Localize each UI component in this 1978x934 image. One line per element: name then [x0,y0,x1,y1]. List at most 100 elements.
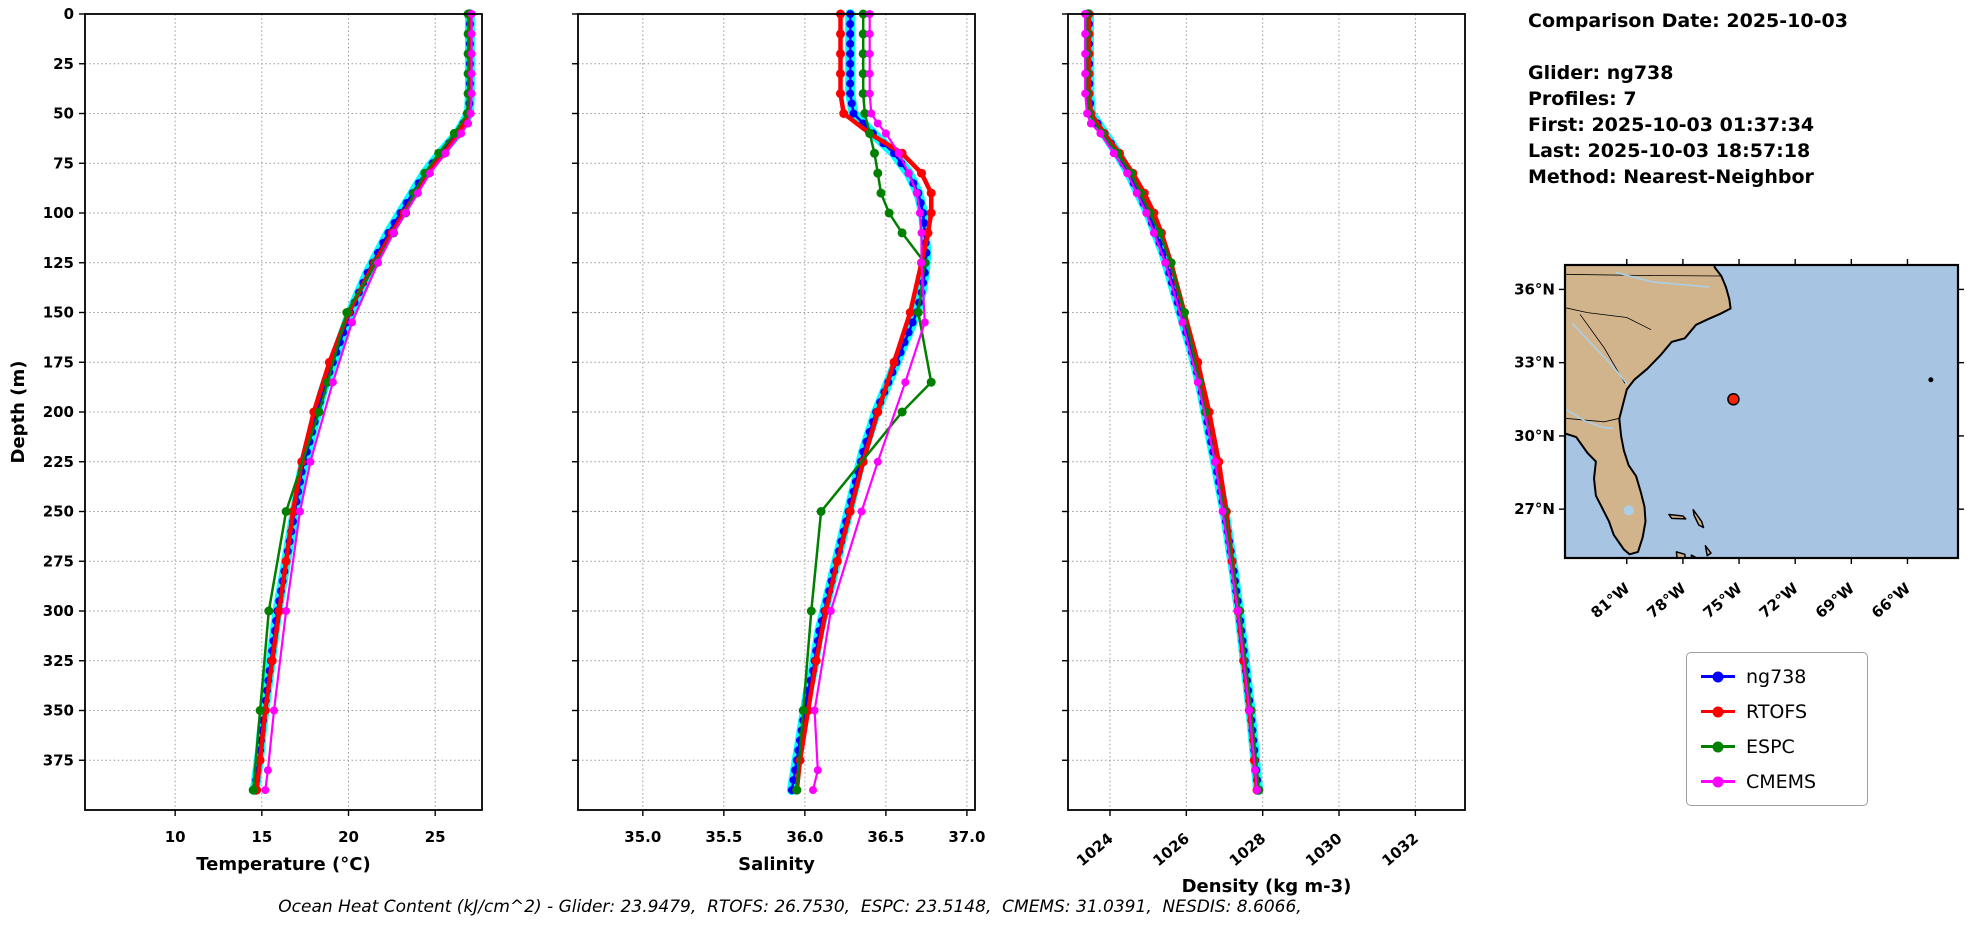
legend-item-rtofs: RTOFS [1701,698,1853,725]
ng738-marker [846,69,855,78]
ESPC-marker [816,507,826,516]
CMEMS-marker [1096,129,1105,138]
state-border [1565,273,1722,277]
ESPC-line [1085,14,1261,791]
legend-item-cmems: CMEMS [1701,768,1853,795]
lon-tick-label: 75°W [1700,579,1746,622]
bahamas-island [1668,513,1687,520]
CMEMS-marker [917,258,926,267]
CMEMS-marker [348,318,356,327]
ng738-marker [847,99,856,108]
CMEMS-marker [1083,109,1092,118]
y-tick-label: 150 [43,304,74,322]
RTOFS-marker [836,29,845,39]
RTOFS-marker [889,357,899,367]
lat-tick-label: 30°N [1514,427,1555,445]
y-tick-label: 375 [43,751,74,769]
last-profile-time-text: Last: 2025-10-03 18:57:18 [1528,140,1811,162]
y-tick-label: 0 [64,5,74,23]
CMEMS-marker [865,89,874,98]
RTOFS-marker [288,507,298,516]
state-border [1565,307,1652,331]
legend-line-icon [1701,671,1735,682]
ESPC-marker [926,377,936,387]
lon-tick-label: 72°W [1756,579,1802,622]
x-tick-label: 15 [251,828,272,846]
map-border [1563,263,1960,560]
info-panel: Comparison Date: 2025-10-03 Glider: ng73… [1528,8,1848,190]
CMEMS-marker [1245,706,1254,715]
CMEMS-marker [457,129,466,138]
ESPC-marker [806,606,816,616]
ESPC-marker [897,228,907,238]
RTOFS-marker [923,228,933,238]
ESPC-marker [884,208,894,218]
ESPC-marker [897,407,907,417]
ng738-marker [846,49,855,58]
CMEMS-marker [810,706,819,715]
CMEMS-marker [865,49,874,58]
state-border [1565,417,1620,423]
CMEMS-marker [1109,149,1118,158]
y-tick-label: 50 [53,105,74,123]
RTOFS-marker [839,109,849,118]
RTOFS-marker [926,208,936,218]
ESPC-marker [264,606,274,616]
CMEMS-marker [1132,189,1141,198]
RTOFS-line [1086,14,1260,791]
lat-tick-label: 27°N [1514,500,1555,518]
CMEMS-marker [894,149,903,158]
CMEMS-line [811,14,926,791]
map-inner [1565,265,1958,558]
glider-name-text: Glider: ng738 [1528,62,1674,84]
ESPC-marker [1166,258,1176,268]
CMEMS-marker [1178,318,1187,327]
RTOFS-marker [267,656,277,666]
y-tick-label: 350 [43,702,74,720]
legend-line-icon [1701,706,1735,717]
ESPC-marker [281,507,291,516]
ng738-marker [846,39,855,48]
profiles-count-text: Profiles: 7 [1528,88,1637,110]
CMEMS-marker [901,378,910,387]
ESPC-marker [858,69,868,79]
RTOFS-marker [281,556,291,566]
lat-tick-label: 36°N [1514,280,1555,298]
CMEMS-marker [809,786,817,795]
CMEMS-marker [464,119,473,128]
legend-label-ng738: ng738 [1746,665,1807,688]
x-axis-label: Salinity [738,854,815,875]
RTOFS-marker [255,755,265,765]
CMEMS-marker [306,457,315,466]
legend-label-cmems: CMEMS [1746,770,1817,793]
CMEMS-marker [904,169,913,178]
x-axis-label: Density (kg m-3) [1182,876,1352,897]
lon-tick-label: 81°W [1587,579,1633,622]
ESPC-marker [342,308,352,317]
x-tick-label: 1028 [1226,829,1270,870]
ESPC-marker [860,109,870,118]
x-tick-label: 36.5 [867,828,904,846]
CMEMS-marker [873,457,882,466]
CMEMS-marker [1123,169,1132,178]
CMEMS-marker [917,228,926,237]
CMEMS-line [264,14,473,791]
legend-dot-icon [1712,741,1724,752]
y-tick-label: 25 [53,55,74,73]
bahamas-island [1692,508,1705,529]
ng738-marker [849,109,858,118]
CMEMS-marker [865,69,874,78]
ng738-marker [846,20,855,28]
ohc-caption: Ocean Heat Content (kJ/cm^2) - Glider: 2… [278,897,1302,917]
glider-profiles-spread-band [249,9,475,796]
ESPC-marker [449,128,459,138]
ESPC-marker [314,407,324,417]
legend-item-ng738: ng738 [1701,663,1853,690]
x-tick-label: 37.0 [948,828,985,846]
y-tick-label: 100 [43,204,74,222]
RTOFS-marker [926,188,936,198]
RTOFS-marker [845,507,855,516]
ESPC-marker [870,148,879,158]
ESPC-marker [858,29,868,39]
